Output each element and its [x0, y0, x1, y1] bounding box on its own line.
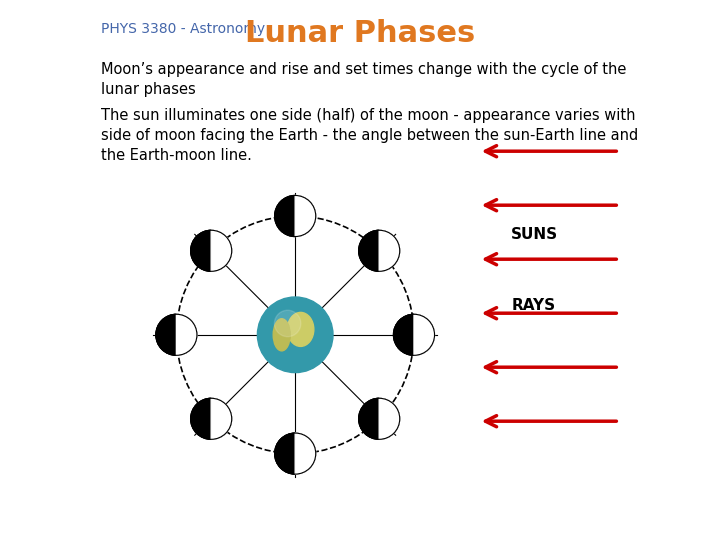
Wedge shape [295, 433, 316, 474]
Text: RAYS: RAYS [511, 298, 555, 313]
Wedge shape [211, 230, 232, 271]
Wedge shape [359, 399, 379, 440]
Wedge shape [275, 195, 295, 237]
Wedge shape [156, 314, 176, 355]
Text: PHYS 3380 - Astronomy: PHYS 3380 - Astronomy [101, 22, 265, 36]
Wedge shape [379, 230, 400, 271]
Text: Moon’s appearance and rise and set times change with the cycle of the
lunar phas: Moon’s appearance and rise and set times… [101, 62, 626, 97]
Ellipse shape [273, 319, 290, 351]
Wedge shape [359, 230, 379, 271]
Wedge shape [191, 230, 211, 271]
Wedge shape [393, 314, 414, 355]
Wedge shape [211, 399, 232, 440]
Text: SUNS: SUNS [511, 227, 558, 242]
Wedge shape [176, 314, 197, 355]
Wedge shape [191, 399, 211, 440]
Wedge shape [275, 433, 295, 474]
Circle shape [258, 297, 333, 373]
Wedge shape [414, 314, 435, 355]
Wedge shape [379, 399, 400, 440]
Circle shape [274, 310, 301, 337]
Ellipse shape [287, 312, 314, 347]
Wedge shape [295, 195, 316, 237]
Text: Lunar Phases: Lunar Phases [245, 19, 475, 48]
Text: The sun illuminates one side (half) of the moon - appearance varies with
side of: The sun illuminates one side (half) of t… [101, 108, 638, 163]
